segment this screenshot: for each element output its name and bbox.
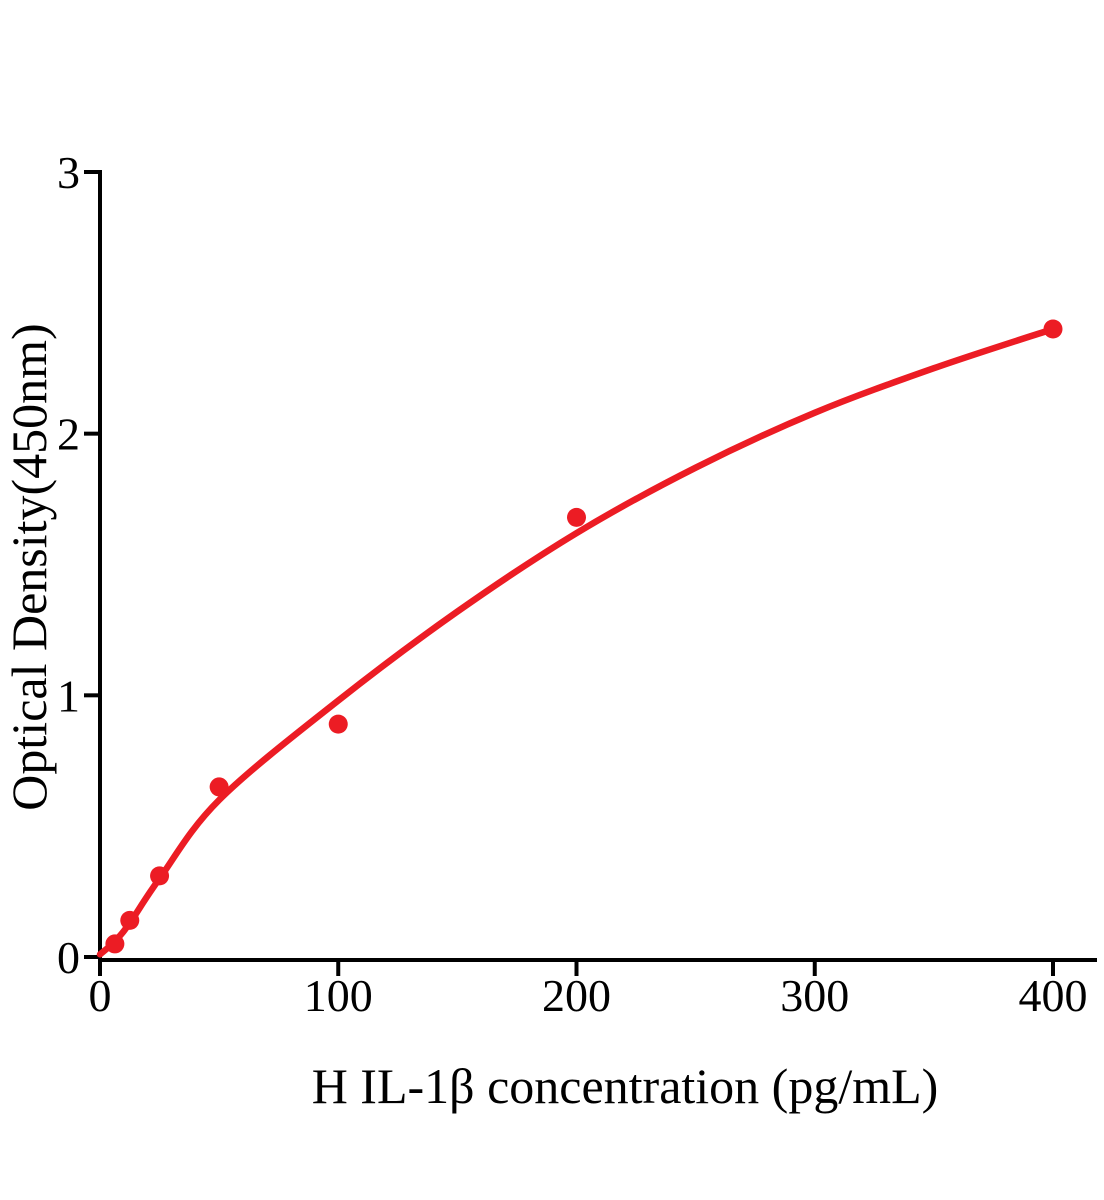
y-tick-label: 0	[57, 932, 80, 983]
x-tick-label: 0	[89, 970, 112, 1021]
axis-ticks-layer: 0 100 200 300 400 0 1 2 3	[57, 147, 1088, 1021]
x-tick-label: 100	[304, 970, 373, 1021]
x-axis-title: H IL-1β concentration (pg/mL)	[312, 1058, 939, 1114]
data-point	[567, 507, 586, 527]
x-tick-label: 400	[1019, 970, 1088, 1021]
data-point	[105, 934, 125, 954]
series-layer	[96, 319, 1063, 958]
fit-curve	[96, 325, 1057, 958]
data-point	[1043, 319, 1063, 339]
y-axis-title: Optical Density(450nm)	[1, 323, 57, 810]
x-tick-label: 200	[542, 970, 611, 1021]
y-tick-label: 3	[57, 147, 80, 198]
y-tick-label: 1	[57, 670, 80, 721]
data-point	[150, 866, 170, 886]
data-point	[209, 777, 229, 797]
x-tick-label: 300	[780, 970, 849, 1021]
data-point	[120, 910, 140, 930]
y-tick-label: 2	[57, 409, 80, 460]
data-point	[328, 714, 348, 734]
